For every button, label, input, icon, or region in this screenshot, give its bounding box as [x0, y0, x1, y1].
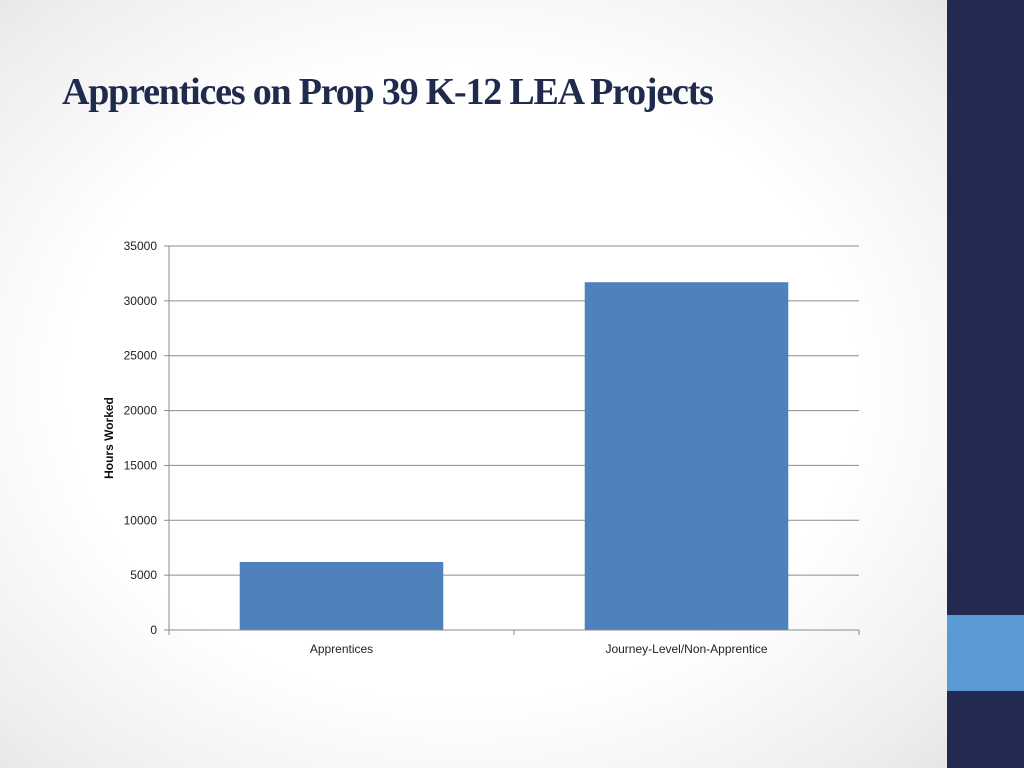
page-title: Apprentices on Prop 39 K-12 LEA Projects	[62, 71, 714, 113]
labels: 0 5000 10000 15000 20000 25000 30000 35000 Appre…	[124, 239, 768, 656]
y-tick-label: 25000	[124, 349, 158, 363]
decorative-sidebar-accent	[947, 615, 1024, 691]
y-tick-label: 15000	[124, 458, 158, 472]
y-tick-label: 5000	[130, 568, 157, 582]
x-category-label: Journey-Level/Non-Apprentice	[605, 642, 767, 656]
y-tick-label: 0	[150, 623, 157, 637]
y-axis-title: Hours Worked	[102, 397, 116, 479]
y-tick-label: 10000	[124, 513, 158, 527]
y-tick-label: 20000	[124, 404, 158, 418]
bars	[239, 282, 789, 630]
axes	[164, 245, 860, 635]
y-tick-label: 35000	[124, 239, 158, 253]
y-tick-label: 30000	[124, 294, 158, 308]
bar	[584, 282, 789, 630]
x-category-label: Apprentices	[310, 642, 373, 656]
bar	[239, 561, 444, 630]
